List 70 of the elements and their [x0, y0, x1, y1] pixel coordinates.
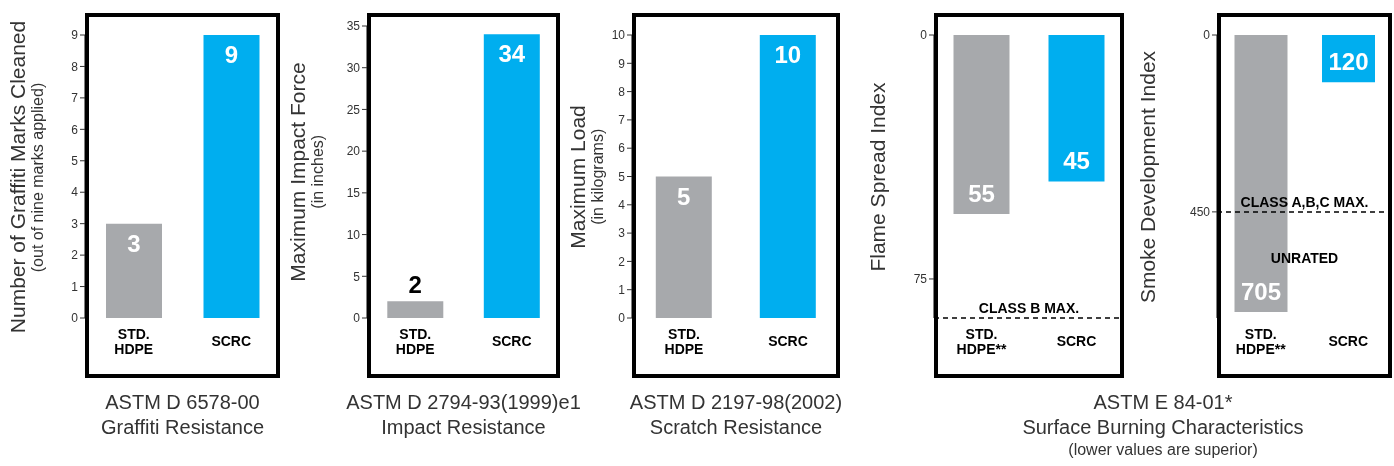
- text: ASTM D 6578-00: [105, 391, 260, 413]
- y-tick-label: 35: [346, 19, 361, 34]
- text: Surface Burning Characteristics: [1021, 415, 1305, 440]
- data-label: 10: [774, 41, 802, 68]
- y-tick-label: 5: [353, 269, 361, 284]
- x-tick-label: SCRC: [1056, 333, 1097, 349]
- text: Impact Resistance: [381, 416, 546, 438]
- y-tick-label: 20: [346, 144, 361, 159]
- y-tick-label: 15: [346, 186, 361, 201]
- y-tick-label: 0: [71, 311, 79, 326]
- text: (lower values are superior): [1067, 440, 1259, 460]
- text: Graffiti Resistance: [100, 415, 265, 440]
- x-tick-label: STD. HDPE**: [956, 325, 1007, 357]
- ref-line-label: CLASS A,B,C MAX.: [1240, 193, 1369, 210]
- y-tick-label: 450: [1189, 205, 1211, 220]
- y-tick-label: 9: [71, 28, 79, 43]
- y-tick-label: 10: [346, 227, 361, 242]
- x-tick-label: STD. HDPE: [114, 325, 154, 357]
- data-label: 120: [1328, 48, 1369, 76]
- y-tick-label: 4: [618, 198, 626, 213]
- data-label: 705: [1240, 278, 1282, 306]
- y-tick-label: 5: [618, 169, 626, 184]
- x-tick-label: SCRC: [491, 333, 532, 349]
- y-tick-label: 10: [611, 28, 626, 43]
- y-axis-title: Smoke Development Index: [1136, 50, 1160, 303]
- x-tick-label: STD. HDPE: [664, 325, 704, 357]
- y-axis-title: Maximum Load (in kilograms): [566, 104, 607, 249]
- annotation: UNRATED: [1269, 250, 1340, 266]
- x-tick-label: STD. HDPE: [395, 325, 435, 357]
- data-label: 3: [127, 229, 141, 257]
- y-tick-label: 4: [71, 185, 79, 200]
- data-label: 2: [408, 271, 422, 299]
- y-tick-label: 1: [618, 282, 626, 297]
- y-axis-title: Flame Spread Index: [866, 81, 890, 272]
- y-tick-label: 3: [71, 216, 79, 231]
- y-tick-label: 5: [71, 154, 79, 169]
- x-tick-label: STD. HDPE**: [1235, 325, 1287, 357]
- y-tick-label: 0: [1203, 28, 1211, 43]
- text: Scratch Resistance: [649, 416, 823, 438]
- y-tick-label: 75: [913, 272, 928, 287]
- ref-line-label: CLASS B MAX.: [978, 300, 1080, 316]
- x-tick-label: SCRC: [1328, 333, 1369, 349]
- y-tick-label: 0: [920, 28, 928, 43]
- data-label: 5: [677, 182, 691, 210]
- text: ASTM E 84-01*: [1092, 390, 1234, 415]
- text: ASTM D 2794-93(1999)e1: [346, 391, 581, 413]
- y-tick-label: 8: [618, 84, 626, 99]
- data-label: 55: [968, 179, 995, 207]
- y-tick-label: 7: [618, 113, 626, 128]
- data-label: 9: [224, 41, 239, 68]
- data-label: 45: [1063, 147, 1090, 175]
- y-tick-label: 6: [71, 122, 79, 137]
- y-tick-label: 3: [618, 226, 626, 241]
- y-tick-label: 8: [71, 59, 79, 74]
- data-label: 34: [498, 40, 526, 68]
- text: ASTM D 2197-98(2002): [629, 391, 843, 413]
- y-tick-label: 0: [353, 311, 361, 326]
- y-tick-label: 2: [71, 248, 79, 263]
- x-tick-label: SCRC: [768, 333, 808, 349]
- y-tick-label: 7: [71, 91, 79, 106]
- y-tick-label: 2: [618, 254, 626, 269]
- y-tick-label: 9: [618, 56, 626, 71]
- y-tick-label: 6: [618, 141, 626, 156]
- y-axis-title: Maximum Impact Force (in inches): [286, 62, 327, 282]
- y-tick-label: 25: [346, 102, 361, 117]
- y-tick-label: 0: [618, 311, 626, 326]
- y-tick-label: 1: [71, 279, 79, 294]
- x-tick-label: SCRC: [211, 333, 252, 349]
- y-axis-title: Number of Graffiti Marks Cleaned (out of nine marks applied): [6, 20, 47, 333]
- y-tick-label: 30: [346, 60, 361, 75]
